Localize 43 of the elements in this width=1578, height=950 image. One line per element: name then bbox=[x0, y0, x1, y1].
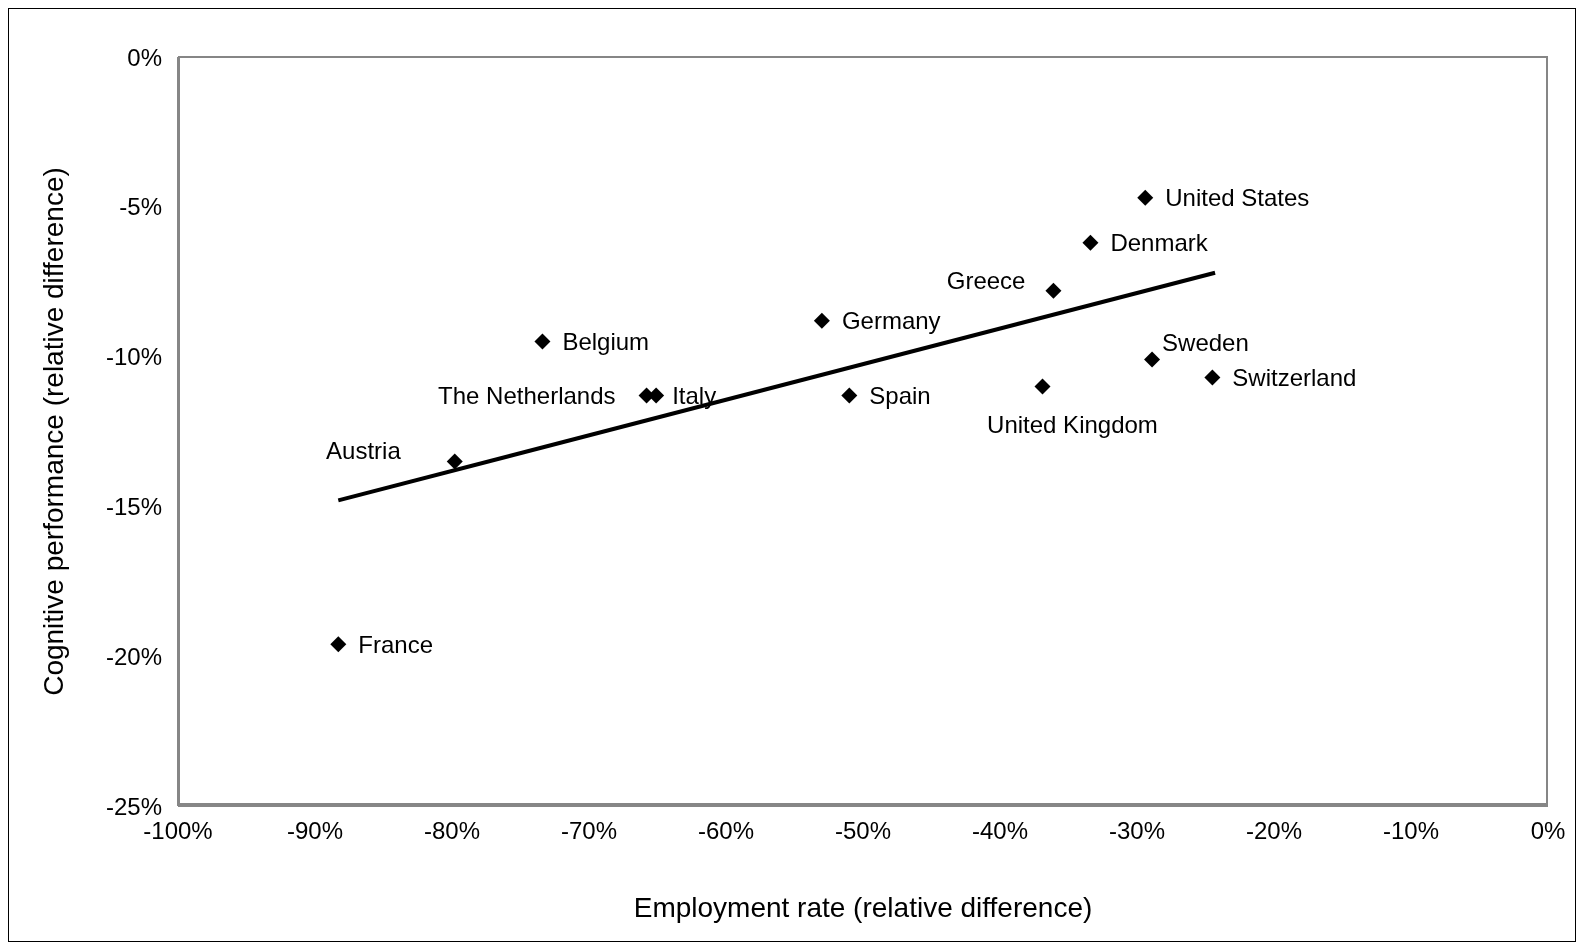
series-label: The Netherlands bbox=[438, 381, 616, 409]
series-label: Italy bbox=[672, 381, 717, 409]
y-tick-label: -20% bbox=[105, 642, 162, 670]
series-label: Switzerland bbox=[1232, 363, 1357, 391]
series-label: United States bbox=[1165, 184, 1310, 212]
point bbox=[1204, 369, 1221, 386]
x-tick-label: -70% bbox=[560, 817, 618, 845]
x-tick-label: -80% bbox=[423, 817, 481, 845]
point bbox=[1034, 378, 1051, 395]
x-tick-label: -40% bbox=[971, 817, 1029, 845]
series-label: Belgium bbox=[562, 328, 650, 356]
y-tick-label: -15% bbox=[105, 492, 162, 520]
point bbox=[841, 387, 858, 404]
point bbox=[1045, 282, 1062, 299]
series-label: France bbox=[358, 630, 433, 658]
x-tick-label: 0% bbox=[1530, 817, 1566, 845]
x-tick-label: -100% bbox=[143, 817, 213, 845]
point bbox=[534, 333, 551, 350]
series-label: Sweden bbox=[1162, 329, 1249, 356]
y-tick-label: 0% bbox=[127, 43, 162, 71]
series-label: Austria bbox=[326, 436, 402, 464]
series-label: Germany bbox=[841, 307, 941, 335]
series-label: Greece bbox=[946, 267, 1026, 295]
series-label: Spain bbox=[869, 381, 931, 409]
x-tick-label: -90% bbox=[286, 817, 344, 845]
y-tick-label: -5% bbox=[119, 193, 162, 221]
point bbox=[813, 312, 830, 329]
x-tick-label: -20% bbox=[1245, 817, 1303, 845]
x-tick-label: -60% bbox=[697, 817, 755, 845]
y-axis-title: Cognitive performance (relative difference) bbox=[37, 167, 69, 696]
x-tick-label: -50% bbox=[834, 817, 892, 845]
series-label: Denmark bbox=[1110, 229, 1209, 257]
x-axis-title: Employment rate (relative difference) bbox=[633, 892, 1093, 923]
y-tick-label: -25% bbox=[105, 792, 162, 820]
point bbox=[446, 453, 463, 470]
y-tick-label: -10% bbox=[105, 343, 162, 371]
point bbox=[1137, 189, 1154, 206]
x-tick-label: -30% bbox=[1108, 817, 1166, 845]
point bbox=[1082, 234, 1099, 251]
point bbox=[330, 636, 347, 653]
series-label: United Kingdom bbox=[987, 410, 1158, 438]
x-tick-label: -10% bbox=[1382, 817, 1440, 845]
point bbox=[1144, 351, 1161, 368]
